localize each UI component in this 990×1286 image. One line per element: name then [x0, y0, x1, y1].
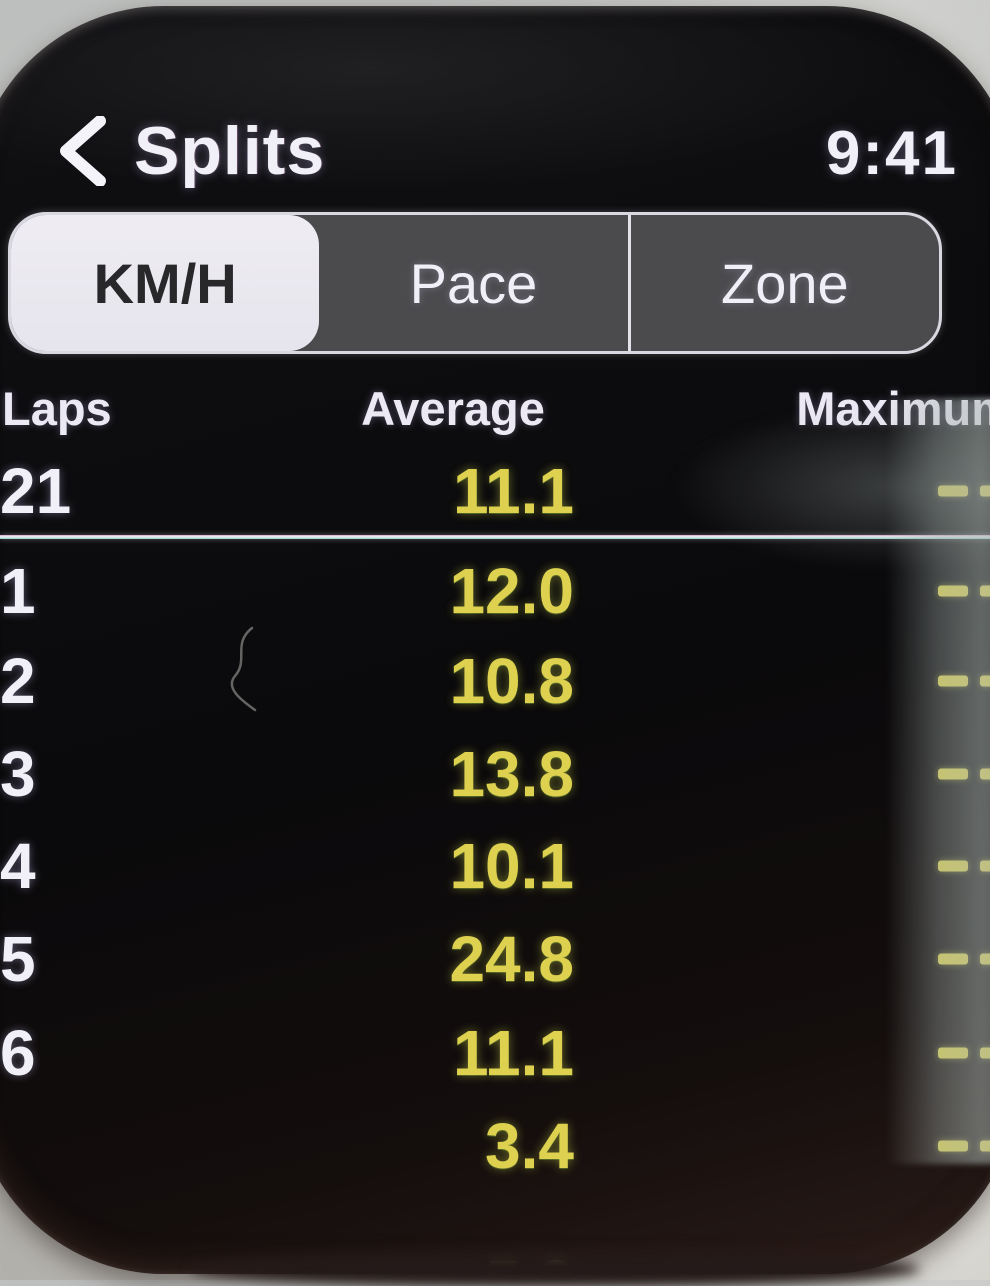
lap-number: 1: [0, 555, 36, 627]
average-value: 11.1: [452, 1017, 574, 1089]
table-row: 6 11.1: [0, 1007, 990, 1099]
tab-pace[interactable]: Pace: [409, 251, 538, 315]
average-value: 3.4: [485, 1110, 574, 1182]
average-value: 11.1: [452, 455, 574, 527]
maximum-dashes: [938, 953, 990, 965]
lap-number: 6: [0, 1017, 36, 1089]
summary-separator: [0, 535, 990, 539]
tab-zone[interactable]: Zone: [627, 215, 939, 351]
tab-kmh[interactable]: KM/H: [11, 215, 320, 351]
maximum-dashes: [938, 860, 990, 872]
unit-segmented-control: KM/H Pace Zone: [8, 212, 942, 354]
lap-number: 4: [0, 830, 36, 902]
table-row: 5 24.8: [0, 913, 990, 1005]
table-row: 3.4: [0, 1100, 990, 1192]
maximum-dashes: [938, 585, 990, 597]
lap-number: 21: [0, 455, 72, 527]
status-clock: 9:41: [825, 119, 958, 188]
table-row: 4 10.1: [0, 820, 990, 912]
lap-number: 5: [0, 923, 36, 995]
back-button[interactable]: Splits: [56, 112, 325, 190]
case-shadow: [190, 1252, 920, 1286]
average-value: 10.1: [449, 830, 574, 902]
watch-screen: Splits 9:41 KM/H Pace Zone Laps Average …: [0, 6, 990, 1274]
table-row: 3 13.8: [0, 728, 990, 820]
maximum-dashes: [938, 1047, 990, 1059]
column-header-laps: Laps: [2, 382, 112, 435]
lap-number: 3: [0, 738, 36, 810]
chevron-left-icon: [60, 116, 106, 186]
average-value: 10.8: [449, 645, 574, 717]
column-header-average: Average: [361, 382, 545, 435]
table-row: 2 10.8: [0, 635, 990, 727]
maximum-dashes: [938, 768, 990, 780]
page-title: Splits: [134, 113, 326, 189]
splits-list[interactable]: 21 11.1 1 12.0 2 10.8 3 13.8 4: [0, 6, 990, 1274]
table-row-summary: 21 11.1: [0, 445, 990, 537]
maximum-dashes: [938, 485, 990, 497]
table-row: 1 12.0: [0, 545, 990, 637]
average-value: 12.0: [449, 555, 574, 627]
average-value: 13.8: [449, 738, 574, 810]
maximum-dashes: [938, 1140, 990, 1152]
average-value: 24.8: [449, 923, 574, 995]
lap-number: 2: [0, 645, 36, 717]
maximum-dashes: [938, 675, 990, 687]
watch-case: Splits 9:41 KM/H Pace Zone Laps Average …: [0, 6, 990, 1274]
